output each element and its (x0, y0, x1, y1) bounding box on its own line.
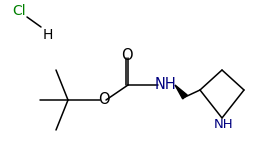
Text: NH: NH (214, 119, 234, 132)
Text: H: H (43, 28, 53, 42)
Text: NH: NH (155, 76, 177, 92)
Text: O: O (98, 92, 110, 107)
Text: Cl: Cl (12, 4, 26, 18)
Text: O: O (121, 48, 133, 63)
Polygon shape (175, 85, 187, 99)
